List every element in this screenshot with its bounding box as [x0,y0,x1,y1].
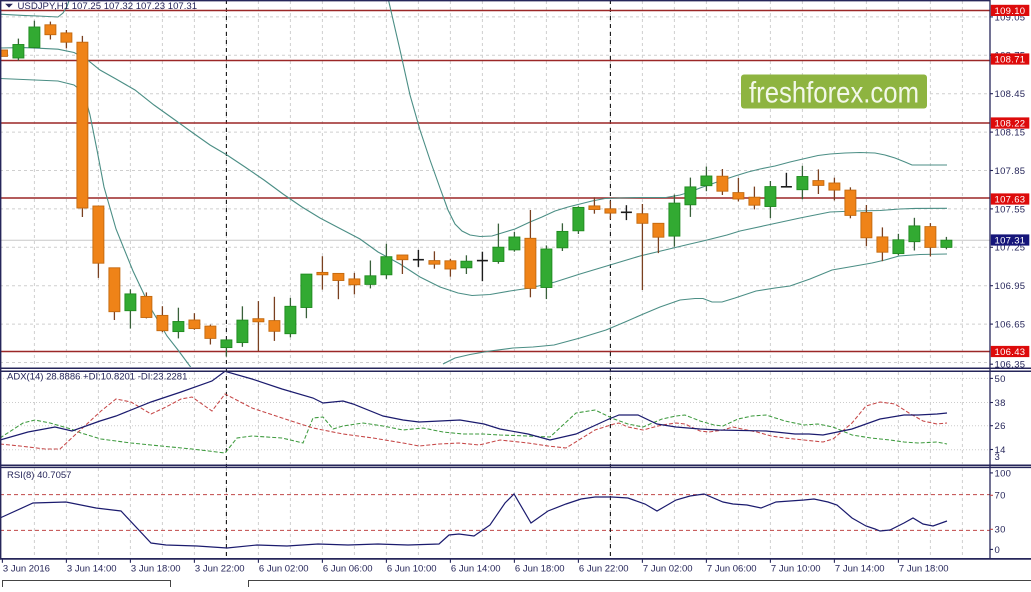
svg-text:107.55: 107.55 [995,204,1026,215]
svg-text:ADX(14) 28.8886 +DI:10.8201 -D: ADX(14) 28.8886 +DI:10.8201 -DI:23.2281 [7,372,187,383]
svg-text:6 Jun 06:00: 6 Jun 06:00 [323,564,373,575]
svg-text:70: 70 [995,491,1006,502]
svg-text:6 Jun 02:00: 6 Jun 02:00 [259,564,309,575]
svg-text:7 Jun 06:00: 7 Jun 06:00 [707,564,757,575]
svg-text:7 Jun 18:00: 7 Jun 18:00 [899,564,949,575]
svg-text:USDJPY,H1 107.25 107.32 107.23: USDJPY,H1 107.25 107.32 107.23 107.31 [18,1,198,12]
svg-text:106.95: 106.95 [995,281,1026,292]
svg-text:108.22: 108.22 [995,118,1026,129]
svg-text:0: 0 [995,545,1001,556]
svg-text:106.65: 106.65 [995,320,1026,331]
svg-text:RSI(8) 40.7057: RSI(8) 40.7057 [7,470,71,481]
svg-text:109.10: 109.10 [995,6,1026,17]
svg-text:3 Jun 2016: 3 Jun 2016 [3,564,50,575]
svg-text:107.85: 107.85 [995,166,1026,177]
svg-text:6 Jun 18:00: 6 Jun 18:00 [515,564,565,575]
svg-text:108.45: 108.45 [995,89,1026,100]
svg-text:6 Jun 22:00: 6 Jun 22:00 [579,564,629,575]
svg-text:7 Jun 10:00: 7 Jun 10:00 [771,564,821,575]
svg-text:3: 3 [995,452,1000,463]
svg-text:107.31: 107.31 [995,235,1026,246]
svg-text:107.63: 107.63 [995,194,1026,205]
svg-text:3 Jun 18:00: 3 Jun 18:00 [131,564,181,575]
svg-text:7 Jun 02:00: 7 Jun 02:00 [643,564,693,575]
svg-text:6 Jun 10:00: 6 Jun 10:00 [387,564,437,575]
svg-text:6 Jun 14:00: 6 Jun 14:00 [451,564,501,575]
svg-text:freshforex.com: freshforex.com [749,77,919,110]
svg-text:106.43: 106.43 [995,347,1026,358]
svg-text:30: 30 [995,525,1006,536]
svg-text:106.35: 106.35 [995,360,1026,371]
svg-text:38: 38 [995,398,1006,409]
svg-text:50: 50 [995,374,1006,385]
svg-text:100: 100 [995,468,1012,479]
svg-text:108.71: 108.71 [995,54,1026,65]
svg-text:7 Jun 14:00: 7 Jun 14:00 [835,564,885,575]
svg-text:3 Jun 22:00: 3 Jun 22:00 [195,564,245,575]
svg-text:3 Jun 14:00: 3 Jun 14:00 [67,564,117,575]
svg-text:26: 26 [995,421,1006,432]
